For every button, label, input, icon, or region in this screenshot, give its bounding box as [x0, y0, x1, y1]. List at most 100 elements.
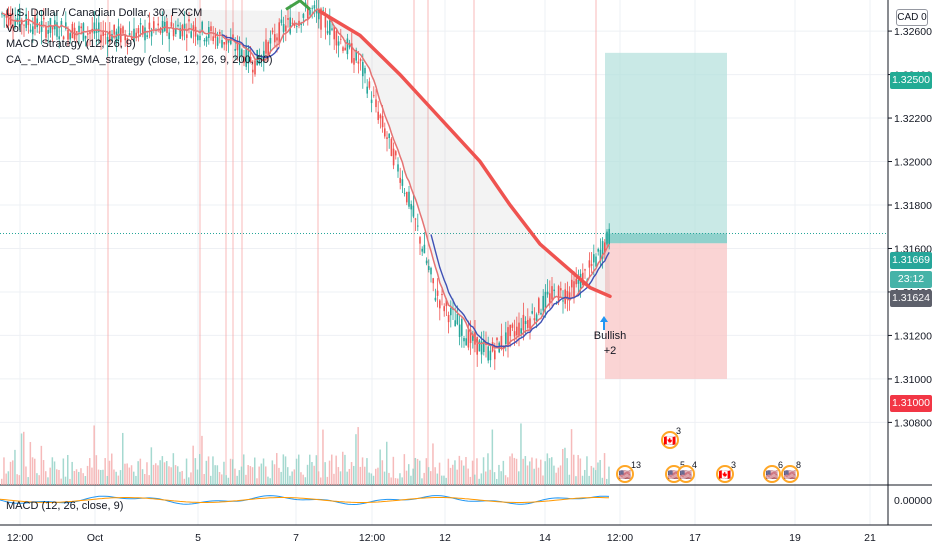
macd-legend[interactable]: MACD (12, 26, close, 9) — [6, 500, 124, 512]
candle-body — [150, 29, 153, 37]
candle-body — [245, 45, 247, 67]
candle-body — [188, 19, 190, 22]
volume-bar — [298, 454, 300, 485]
time-tick-label: 17 — [689, 532, 701, 544]
candle-body — [183, 23, 186, 29]
volume-bar — [588, 475, 590, 485]
economic-events[interactable]: 🇨🇦3🇺🇸13🇺🇸5🇺🇸4🇨🇦3🇺🇸6🇺🇸8 — [616, 426, 801, 483]
volume-bar — [537, 467, 540, 485]
volume-bar — [97, 469, 100, 485]
candle-body — [542, 295, 544, 311]
volume-bar — [111, 453, 113, 485]
long-position-box[interactable] — [0, 52, 888, 379]
candle-body — [267, 42, 269, 58]
volume-bar — [522, 458, 524, 485]
volume-bar — [122, 432, 124, 485]
volume-bar — [300, 472, 302, 485]
volume-bar — [331, 454, 333, 485]
symbol-title[interactable]: U.S. Dollar / Canadian Dollar, 30, FXCM — [6, 7, 203, 19]
candle-body — [419, 237, 421, 244]
cloud-fill — [320, 11, 610, 349]
volume-indicator-label[interactable]: Vol — [6, 22, 22, 35]
volume-bar — [478, 478, 480, 485]
slow-ma-line — [318, 9, 612, 299]
volume-bar — [595, 470, 597, 485]
volume-bar — [260, 463, 263, 485]
candle-body — [84, 35, 87, 39]
candle-body — [93, 22, 96, 34]
volume-bar — [12, 460, 14, 485]
time-axis[interactable]: 12:00 Oct 5 7 12:00 12 14 12:00 17 19 21 — [7, 532, 876, 544]
volume-bar — [163, 462, 166, 485]
candle-body — [249, 56, 252, 63]
volume-bar — [214, 465, 216, 485]
candle-body — [582, 272, 584, 286]
candle-body — [604, 242, 606, 253]
volume-bar — [73, 470, 76, 485]
candle-body — [529, 318, 531, 329]
volume-bar — [62, 458, 65, 485]
volume-bar — [179, 471, 181, 485]
volume-bar — [603, 453, 606, 485]
trend-green-segment — [285, 0, 311, 11]
ca-strategy-label[interactable]: CA_-_MACD_SMA_strategy (close, 12, 26, 9… — [6, 53, 273, 66]
candle-body — [25, 13, 27, 28]
candle-body — [357, 61, 360, 64]
candle-body — [379, 114, 382, 119]
volume-bar — [608, 466, 610, 485]
candle-body — [144, 27, 146, 41]
candle-body — [456, 314, 459, 325]
volume-bar — [485, 471, 487, 485]
time-tick-label: 7 — [293, 532, 299, 544]
candle-body — [223, 41, 225, 45]
volume-bar — [14, 449, 16, 485]
volume-bar — [265, 466, 267, 485]
candle-body — [269, 37, 272, 44]
time-tick-label: 12:00 — [7, 532, 33, 544]
candle-body — [535, 314, 538, 322]
candle-body — [344, 47, 346, 51]
candle-body — [302, 13, 305, 18]
candle-body — [177, 24, 179, 27]
candle-body — [553, 289, 555, 292]
volume-bar — [157, 465, 159, 485]
volume-bar — [491, 429, 494, 485]
volume-bar — [408, 464, 410, 485]
time-tick-label: 14 — [539, 532, 551, 544]
candle-body — [307, 8, 309, 19]
stop-loss-zone — [605, 243, 727, 379]
volume-bar — [210, 475, 212, 485]
volume-bar — [460, 460, 463, 485]
volume-bar — [152, 464, 155, 485]
open-pnl-zone — [605, 233, 727, 244]
candle-body — [461, 319, 463, 336]
volume-bar — [16, 474, 18, 485]
candle-body — [346, 38, 349, 55]
candle-body — [111, 33, 113, 42]
time-tick-label: 21 — [864, 532, 876, 544]
candle-body — [148, 22, 151, 30]
macd-tick-label: 0.00000 — [894, 495, 932, 507]
time-tick-label: 12:00 — [359, 532, 385, 544]
volume-bar — [515, 458, 518, 485]
candle-body — [256, 49, 258, 66]
candle-body — [428, 266, 430, 271]
volume-bar — [405, 470, 408, 485]
candle-body — [544, 291, 547, 308]
volume-bar — [161, 456, 164, 485]
candle-body — [390, 138, 393, 157]
volume-bar — [42, 460, 45, 485]
time-tick-label: 12 — [439, 532, 451, 544]
volume-bar — [106, 475, 109, 485]
signal-line-macd — [0, 497, 610, 503]
currency-badge[interactable]: CAD 0 — [896, 9, 928, 26]
event-flag: 🇺🇸 — [680, 469, 693, 481]
macd-strategy-label[interactable]: MACD Strategy (12, 26, 9) — [6, 38, 136, 50]
volume-bar — [95, 455, 98, 485]
volume-bar — [482, 457, 485, 485]
volume-bar — [419, 460, 421, 485]
candle-body — [329, 19, 331, 35]
event-flag-icon — [781, 465, 799, 483]
volume-bar — [258, 466, 260, 485]
